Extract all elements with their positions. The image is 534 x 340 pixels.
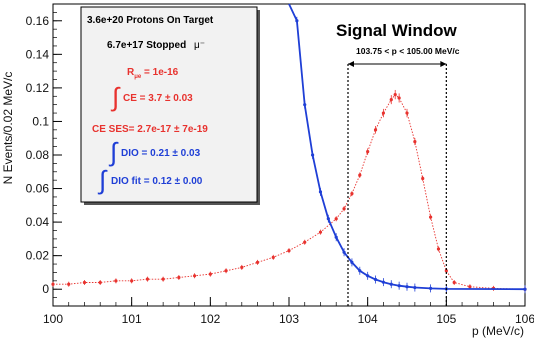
ce-ses-label: CE SES= 2.7e-17 ± 7e-19 (92, 124, 208, 135)
data-point (413, 139, 417, 144)
data-point (240, 265, 244, 270)
dio-fit-label: DIO fit = 0.12 ± 0.00 (111, 176, 203, 187)
y-tick-label: 0.16 (26, 14, 50, 28)
data-point (523, 287, 527, 291)
data-point (389, 282, 393, 286)
signal-window-range: 103.75 < p < 105.00 MeV/c (356, 46, 460, 56)
data-point (318, 230, 323, 234)
signal-window-left-arrowhead (348, 61, 354, 67)
x-tick-label: 106 (515, 312, 534, 326)
data-point (421, 176, 425, 181)
x-tick-label: 101 (122, 312, 142, 326)
data-point (51, 282, 55, 286)
data-point (436, 247, 441, 251)
data-point (114, 279, 118, 283)
y-tick-label: 0.14 (26, 47, 50, 61)
data-point (303, 240, 307, 244)
data-point (334, 217, 338, 221)
x-tick-label: 102 (200, 312, 220, 326)
y-axis: 0 0.02 0.04 0.06 0.08 0.1 0.12 0.14 0.16 (26, 12, 62, 298)
stopped-muon-symbol: μ⁻ (194, 40, 205, 51)
data-point (405, 285, 409, 289)
signal-window-right-arrowhead (440, 61, 447, 67)
dio-count-label: DIO = 0.21 ± 0.03 (121, 148, 201, 159)
protons-on-target-label: 3.6e+20 Protons On Target (87, 15, 214, 26)
data-point (444, 269, 448, 273)
data-point (334, 235, 338, 239)
data-point (373, 128, 378, 132)
data-point (350, 191, 354, 196)
data-point (342, 207, 346, 211)
data-point (350, 260, 354, 264)
y-axis-title: N Events/0.02 MeV/c (1, 72, 15, 185)
signal-window (347, 61, 447, 306)
data-point (397, 284, 401, 288)
x-tick-label: 103 (279, 312, 299, 326)
data-point (255, 260, 260, 264)
data-point (295, 19, 299, 23)
x-axis-title: p (MeV/c) (472, 324, 524, 338)
data-point (287, 249, 291, 253)
y-tick-label: 0 (42, 282, 49, 296)
data-point (326, 217, 330, 221)
data-point (208, 272, 212, 276)
data-point (358, 173, 362, 177)
y-tick-label: 0.02 (26, 249, 50, 263)
x-tick-label: 104 (358, 312, 378, 326)
data-point (389, 98, 393, 102)
data-point (397, 96, 401, 100)
ce-integral-symbol: ∫ (110, 82, 121, 112)
data-point (130, 279, 134, 283)
data-point (381, 280, 385, 284)
data-point (311, 153, 315, 157)
data-point (405, 111, 409, 115)
data-point (177, 275, 181, 280)
data-point (358, 269, 362, 273)
data-series (51, 3, 527, 294)
data-point (224, 269, 228, 273)
data-point (342, 250, 346, 254)
data-point (373, 277, 378, 282)
x-tick-label: 105 (436, 312, 456, 326)
ce-count-label: CE = 3.7 ± 0.03 (123, 93, 193, 104)
data-point (413, 285, 417, 290)
x-tick-label: 100 (43, 312, 63, 326)
r-mue-label: Rμe = 1e-16 (127, 67, 179, 80)
data-point (318, 190, 323, 194)
dio-integral-symbol: ∫ (108, 137, 119, 167)
data-point (366, 150, 370, 154)
y-tick-label: 0.12 (26, 81, 50, 95)
y-tick-label: 0.1 (32, 114, 49, 128)
data-point (468, 285, 472, 289)
data-point (82, 280, 87, 285)
data-point (429, 215, 433, 219)
data-point (161, 277, 165, 281)
dio-fit-integral-symbol: ∫ (97, 165, 108, 195)
data-point (98, 280, 102, 285)
data-point (366, 274, 370, 278)
data-point (193, 274, 197, 278)
y-tick-label: 0.08 (26, 148, 50, 162)
info-box-background (80, 6, 258, 203)
data-point (381, 111, 385, 115)
data-point (452, 280, 456, 285)
data-point (67, 282, 71, 286)
x-axis: 100 101 102 103 104 105 106 (43, 297, 534, 326)
data-point (271, 255, 275, 259)
data-point (145, 277, 149, 281)
series-line (53, 93, 526, 290)
info-box: 3.6e+20 Protons On Target 6.7e+17 Stoppe… (80, 6, 260, 205)
stopped-muons-label: 6.7e+17 Stopped (107, 40, 186, 51)
y-tick-label: 0.04 (26, 215, 50, 229)
data-point (429, 286, 433, 290)
data-point (303, 103, 307, 107)
data-point (393, 93, 397, 97)
signal-window-title: Signal Window (336, 21, 458, 40)
y-tick-label: 0.06 (26, 182, 50, 196)
